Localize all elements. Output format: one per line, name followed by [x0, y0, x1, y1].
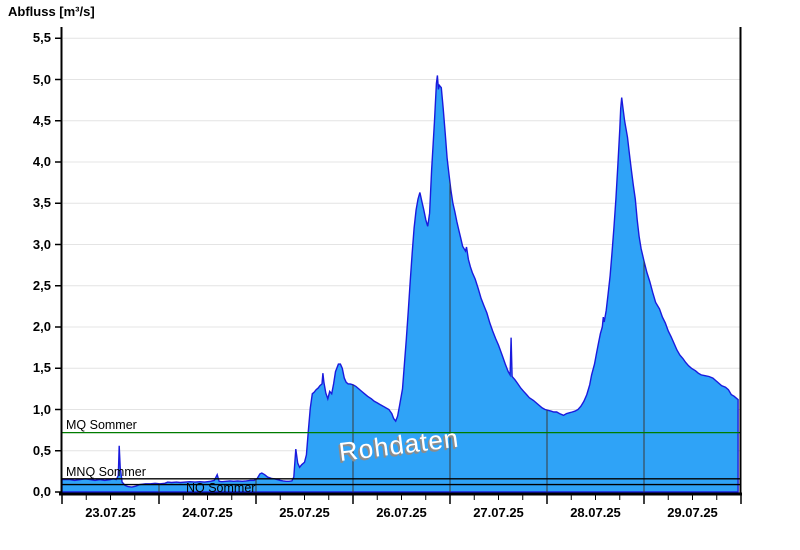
y-axis-tick-label: 1,5: [32, 360, 51, 376]
y-axis-tick-label: 3,5: [32, 195, 51, 211]
x-axis-date-label: 24.07.25: [182, 505, 233, 520]
y-axis-tick-label: 4,0: [32, 154, 51, 169]
y-axis-tick-label: 3,0: [32, 236, 51, 252]
x-axis-date-label: 23.07.25: [85, 505, 136, 520]
mnq-sommer-label: MNQ Sommer: [66, 465, 146, 479]
y-axis-tick-label: 1,0: [32, 401, 51, 417]
y-axis-tick-label: 5,0: [32, 71, 51, 87]
x-axis-date-label: 28.07.25: [570, 505, 621, 520]
y-axis-tick-label: 2,0: [32, 319, 51, 334]
y-axis-tick-label: 4,5: [32, 112, 51, 128]
y-axis-tick-label: 5,5: [32, 30, 51, 46]
chart-title: Abfluss [m³/s]: [8, 4, 95, 19]
discharge-area: [61, 75, 739, 493]
x-axis-date-label: 27.07.25: [473, 505, 524, 520]
nq-sommer-label: NQ Sommer: [186, 481, 256, 495]
x-axis-date-label: 26.07.25: [376, 505, 427, 520]
mq-sommer-label: MQ Sommer: [66, 418, 137, 432]
x-axis-date-label: 25.07.25: [279, 505, 330, 520]
y-axis-tick-label: 2,5: [32, 277, 51, 293]
x-axis-date-label: 29.07.25: [667, 505, 718, 520]
y-axis-tick-label: 0,5: [32, 442, 51, 458]
y-axis-tick-label: 0,0: [32, 484, 51, 499]
